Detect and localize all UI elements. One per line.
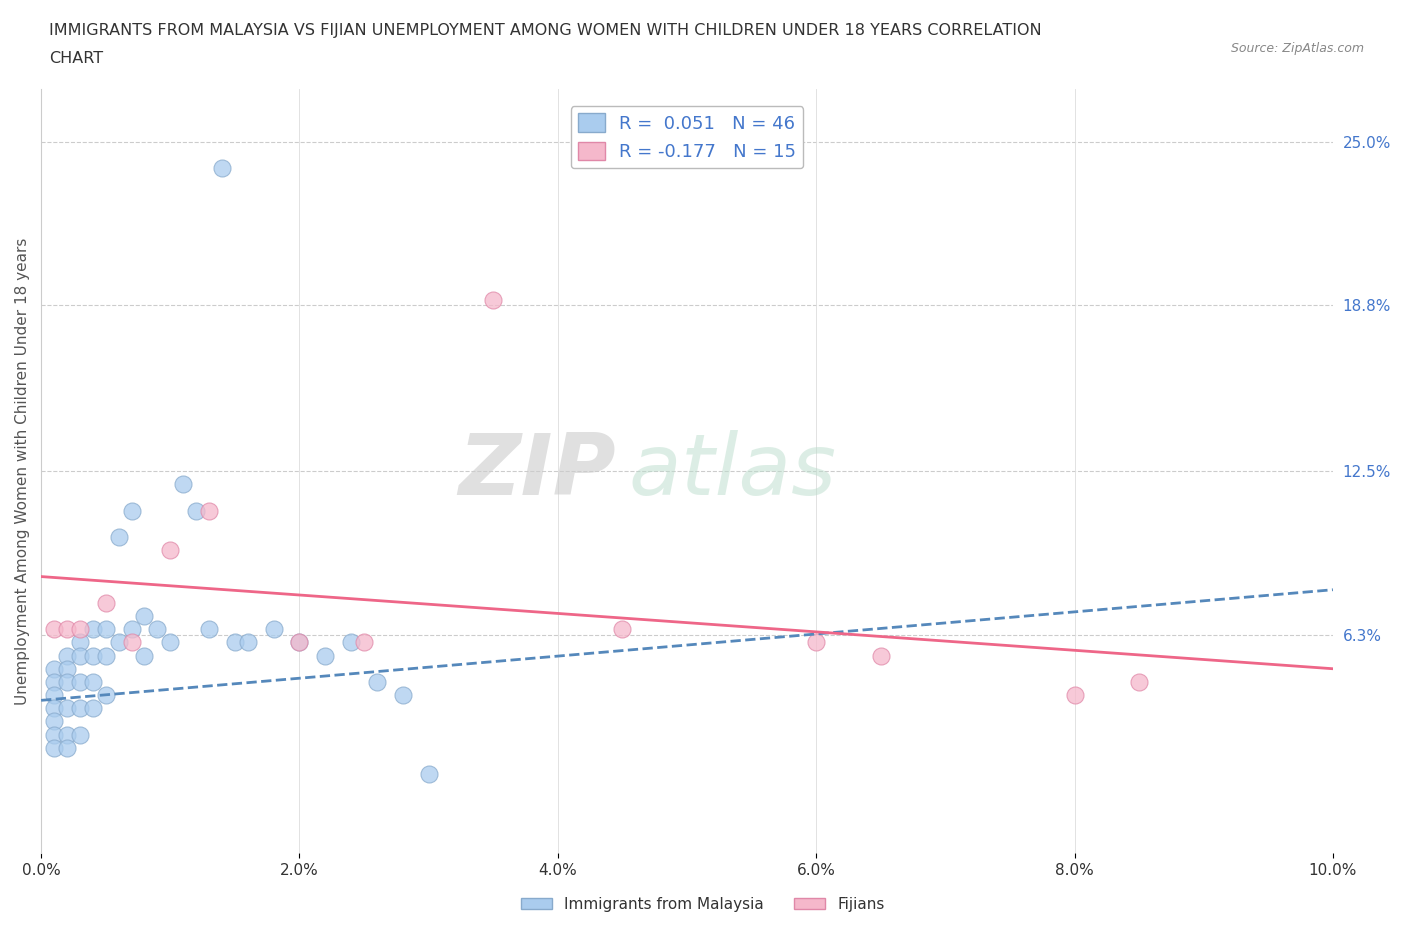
Point (82, 622, 104, 637)
Text: CHART: CHART (49, 51, 103, 66)
Point (391, 687, 413, 702)
Point (56, 661, 79, 676)
Point (94, 687, 117, 702)
Point (107, 635, 129, 650)
Point (236, 635, 259, 650)
Point (69, 648, 91, 663)
Point (107, 529, 129, 544)
Point (56, 648, 79, 663)
Point (184, 503, 207, 518)
Legend: R =  0.051   N = 46, R = -0.177   N = 15: R = 0.051 N = 46, R = -0.177 N = 15 (571, 106, 803, 168)
Point (82, 648, 104, 663)
Point (1063, 687, 1085, 702)
Y-axis label: Unemployment Among Women with Children Under 18 years: Unemployment Among Women with Children U… (15, 237, 30, 705)
Point (121, 635, 143, 650)
Text: ZIP: ZIP (458, 430, 616, 512)
Point (612, 622, 634, 637)
Point (56, 727, 79, 742)
Point (198, 503, 221, 518)
Point (869, 648, 891, 663)
Point (82, 674, 104, 689)
Point (69, 701, 91, 716)
Point (56, 740, 79, 755)
Point (288, 635, 311, 650)
Point (198, 622, 221, 637)
Point (94, 622, 117, 637)
Point (69, 674, 91, 689)
Point (42, 674, 65, 689)
Point (42, 661, 65, 676)
Point (134, 648, 156, 663)
Point (121, 622, 143, 637)
Point (353, 635, 375, 650)
Point (56, 674, 79, 689)
Point (366, 674, 388, 689)
Legend: Immigrants from Malaysia, Fijians: Immigrants from Malaysia, Fijians (515, 891, 891, 918)
Point (42, 622, 65, 637)
Text: IMMIGRANTS FROM MALAYSIA VS FIJIAN UNEMPLOYMENT AMONG WOMEN WITH CHILDREN UNDER : IMMIGRANTS FROM MALAYSIA VS FIJIAN UNEMP… (49, 23, 1042, 38)
Text: Source: ZipAtlas.com: Source: ZipAtlas.com (1230, 42, 1364, 55)
Point (1128, 674, 1150, 689)
Point (340, 635, 363, 650)
Point (42, 727, 65, 742)
Point (482, 293, 505, 308)
Point (211, 161, 233, 176)
Point (42, 701, 65, 716)
Point (146, 622, 169, 637)
Point (42, 687, 65, 702)
Point (418, 766, 440, 781)
Point (42, 740, 65, 755)
Point (224, 635, 246, 650)
Point (94, 595, 117, 610)
Point (159, 543, 181, 558)
Point (806, 635, 828, 650)
Point (263, 622, 285, 637)
Point (134, 608, 156, 623)
Point (94, 648, 117, 663)
Point (314, 648, 336, 663)
Text: atlas: atlas (628, 430, 837, 512)
Point (82, 701, 104, 716)
Point (69, 622, 91, 637)
Point (172, 477, 194, 492)
Point (288, 635, 311, 650)
Point (159, 635, 181, 650)
Point (56, 701, 79, 716)
Point (121, 503, 143, 518)
Point (69, 635, 91, 650)
Point (69, 727, 91, 742)
Point (56, 622, 79, 637)
Point (42, 714, 65, 729)
